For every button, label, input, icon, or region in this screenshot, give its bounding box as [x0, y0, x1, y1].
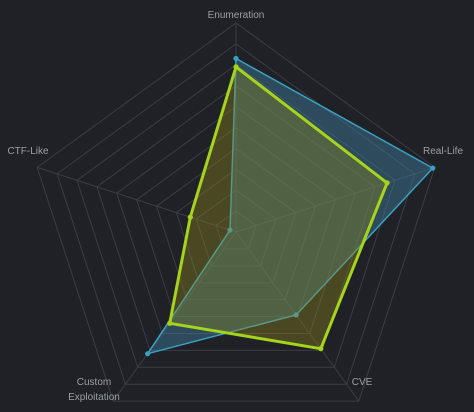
data-point — [293, 312, 299, 318]
axis-label-line: CTF-Like — [7, 146, 49, 157]
radar-series-layer — [145, 55, 436, 357]
axis-label-line: Enumeration — [208, 10, 265, 21]
data-point — [187, 214, 193, 220]
grid-ring — [175, 168, 297, 284]
grid-ring — [136, 126, 336, 317]
axis-label: CTF-Like — [7, 146, 49, 157]
series-area — [168, 65, 389, 351]
series-area — [146, 57, 434, 355]
axis-label-line: Custom — [77, 377, 111, 388]
axis-label-line: Real-Life — [423, 146, 463, 157]
data-point — [227, 227, 233, 233]
axis-label: Real-Life — [423, 146, 463, 157]
data-point — [167, 320, 173, 326]
grid-ring — [56, 43, 416, 385]
grid-ring — [215, 210, 257, 250]
axis-label: Custom Exploitation — [68, 377, 120, 403]
grid-ring — [36, 22, 436, 402]
axis-label-line: CVE — [352, 377, 373, 388]
radar-series-1 — [145, 55, 436, 357]
data-point — [384, 180, 390, 186]
grid-ring — [96, 85, 376, 351]
axis-label-line: Exploitation — [68, 392, 120, 403]
data-point — [233, 64, 239, 70]
data-point — [430, 165, 436, 171]
grid-spoke — [37, 166, 237, 233]
grid-ring — [195, 189, 277, 267]
data-point — [233, 55, 239, 62]
data-point — [145, 351, 151, 357]
grid-ring — [76, 64, 396, 368]
axis-labels: Enumeration Real-Life CVE Custom Exploitatio… — [7, 10, 463, 403]
grid-ring — [155, 147, 317, 301]
axis-label: CVE — [352, 377, 373, 388]
data-point — [318, 346, 324, 352]
grid-spoke — [235, 166, 435, 233]
radar-series-2 — [167, 64, 390, 352]
grid-spoke — [112, 231, 237, 402]
axis-label: Enumeration — [208, 10, 265, 21]
